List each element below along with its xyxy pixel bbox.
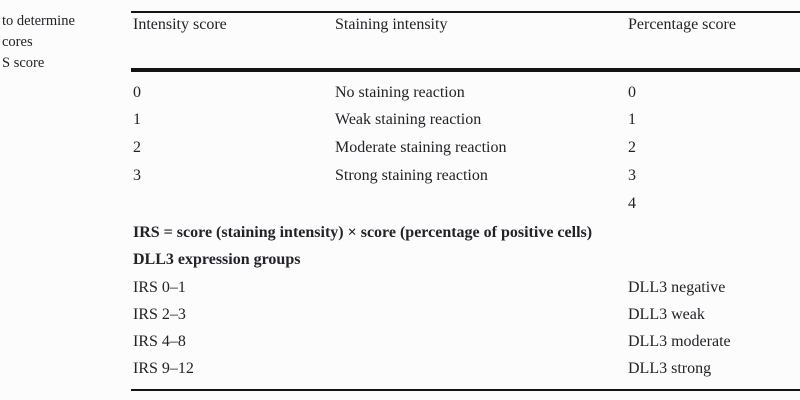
- irs-range: IRS 9–12: [133, 360, 194, 377]
- cell-percentage-score: 1: [628, 111, 636, 128]
- group-label: DLL3 strong: [628, 360, 712, 377]
- group-label: DLL3 moderate: [628, 333, 731, 350]
- irs-formula-row: IRS = score (staining intensity) × score…: [0, 223, 800, 243]
- table-row: 1 Weak staining reaction 1: [0, 110, 800, 130]
- caption-line-2: cores: [2, 34, 33, 50]
- table-bottom-rule: [131, 389, 800, 391]
- table-row: 4: [0, 194, 800, 214]
- cell-percentage-score: 4: [628, 195, 636, 212]
- cell-percentage-score: 3: [628, 167, 636, 184]
- cell-percentage-score: 2: [628, 139, 636, 156]
- caption-line-3: S score: [2, 55, 45, 71]
- column-header-percentage-score: Percentage score: [628, 16, 736, 33]
- table-header-rule: [131, 68, 800, 72]
- table-row: 0 No staining reaction 0: [0, 83, 800, 103]
- expression-group-row: IRS 2–3 DLL3 weak: [0, 305, 800, 325]
- cell-intensity-score: 0: [133, 84, 141, 101]
- caption-line-1: to determine: [2, 13, 75, 29]
- cell-intensity-score: 1: [133, 111, 141, 128]
- cell-staining-intensity: Strong staining reaction: [335, 167, 488, 184]
- expression-groups-heading-row: DLL3 expression groups: [0, 250, 800, 270]
- cell-percentage-score: 0: [628, 84, 636, 101]
- cell-intensity-score: 2: [133, 139, 141, 156]
- irs-range: IRS 4–8: [133, 333, 186, 350]
- table-header-row: Intensity score Staining intensity Perce…: [0, 15, 800, 35]
- cell-staining-intensity: Moderate staining reaction: [335, 139, 507, 156]
- expression-group-row: IRS 9–12 DLL3 strong: [0, 359, 800, 379]
- irs-formula-text: IRS = score (staining intensity) × score…: [133, 224, 593, 241]
- table-top-rule: [131, 11, 800, 13]
- irs-range: IRS 0–1: [133, 279, 186, 296]
- irs-range: IRS 2–3: [133, 306, 186, 323]
- table-caption: to determine cores S score: [2, 11, 75, 74]
- expression-group-row: IRS 0–1 DLL3 negative: [0, 278, 800, 298]
- expression-group-row: IRS 4–8 DLL3 moderate: [0, 332, 800, 352]
- cell-intensity-score: 3: [133, 167, 141, 184]
- cell-staining-intensity: Weak staining reaction: [335, 111, 482, 128]
- cell-staining-intensity: No staining reaction: [335, 84, 465, 101]
- column-header-intensity-score: Intensity score: [133, 16, 227, 33]
- group-label: DLL3 weak: [628, 306, 705, 323]
- table-row: 2 Moderate staining reaction 2: [0, 138, 800, 158]
- column-header-staining-intensity: Staining intensity: [335, 16, 448, 33]
- expression-groups-heading: DLL3 expression groups: [133, 251, 301, 268]
- table-row: 3 Strong staining reaction 3: [0, 166, 800, 186]
- group-label: DLL3 negative: [628, 279, 726, 296]
